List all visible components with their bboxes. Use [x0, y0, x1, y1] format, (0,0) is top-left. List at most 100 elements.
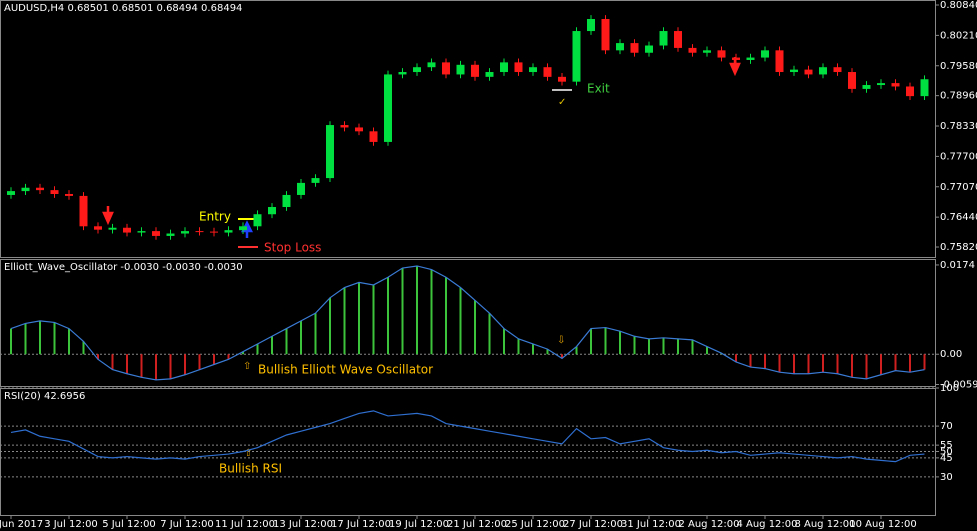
- oscillator-bar: [198, 354, 201, 370]
- x-tick-label: 19 Jul 12:00: [389, 519, 449, 530]
- candle-body: [471, 64, 479, 77]
- oscillator-bar: [677, 338, 679, 355]
- oscillator-bar: [53, 322, 56, 355]
- candle-body: [877, 83, 885, 86]
- y-tick-label: 0.0174: [940, 260, 975, 271]
- oscillator-bar: [213, 354, 215, 365]
- candle-body: [891, 83, 900, 87]
- candle-body: [384, 74, 392, 142]
- oscillator-bar: [836, 354, 839, 374]
- oscillator-bar: [227, 354, 230, 360]
- candle-body: [137, 231, 146, 233]
- oscillator-bar: [590, 328, 592, 355]
- oscillator-bar: [474, 300, 476, 355]
- candle-body: [355, 127, 363, 132]
- candle-body: [790, 69, 798, 73]
- sell-arrow: [102, 206, 114, 226]
- y-tick-label: 55: [940, 440, 953, 451]
- oscillator-bar: [749, 354, 752, 368]
- oscillator-bar: [24, 323, 27, 355]
- x-tick-label: 25 Jul 12:00: [505, 519, 565, 530]
- candle-body: [36, 187, 44, 191]
- x-tick-label: 11 Jul 12:00: [215, 519, 275, 530]
- oscillator-bar: [111, 354, 114, 370]
- oscillator-bar: [706, 346, 708, 355]
- annotation: Exit: [587, 82, 610, 96]
- oscillator-bar: [39, 320, 41, 355]
- candle-body: [572, 31, 581, 82]
- candle-body: [688, 47, 697, 53]
- oscillator-bar: [865, 354, 868, 379]
- candle-body: [94, 226, 102, 230]
- y-tick-label: 0.00: [940, 349, 962, 360]
- oscillator-bar: [532, 343, 534, 355]
- oscillator-bar: [909, 354, 911, 373]
- candle-body: [152, 231, 160, 236]
- oscillator-bar: [372, 284, 375, 355]
- oscillator-bar: [358, 282, 360, 355]
- oscillator-bar: [851, 354, 853, 378]
- osc-signal-arrow: ⇧: [243, 361, 251, 372]
- candle-body: [268, 207, 276, 215]
- candle-body: [630, 43, 639, 53]
- candle-body: [282, 194, 291, 208]
- oscillator-bar: [126, 354, 128, 374]
- candle-body: [674, 31, 682, 48]
- annotation: Bullish Elliott Wave Oscillator: [258, 363, 433, 377]
- oscillator-bar: [242, 351, 244, 355]
- oscillator-bar: [822, 354, 824, 373]
- candle-body: [326, 125, 334, 179]
- oscillator-bar: [271, 336, 273, 355]
- oscillator-bar: [604, 327, 607, 355]
- panel-title: Elliott_Wave_Oscillator -0.0030 -0.0030 …: [4, 262, 243, 273]
- x-tick-label: 29 Jun 2017: [0, 519, 43, 530]
- candle-body: [427, 62, 436, 68]
- candle-body: [340, 125, 349, 128]
- oscillator-bar: [155, 354, 157, 380]
- candle-body: [659, 31, 668, 46]
- candle-body: [906, 86, 914, 97]
- oscillator-bar: [401, 268, 404, 355]
- oscillator-bar: [416, 265, 418, 355]
- candle-body: [123, 227, 131, 233]
- oscillator-bar: [343, 287, 346, 355]
- panel-title: RSI(20) 42.6956: [4, 391, 85, 402]
- x-tick-label: 13 Jul 12:00: [273, 519, 333, 530]
- y-tick-label: 45: [940, 453, 953, 464]
- candle-body: [746, 57, 755, 60]
- oscillator-bar: [648, 338, 650, 355]
- oscillator-bar: [894, 354, 897, 371]
- candle-body: [181, 231, 189, 234]
- oscillator-bar: [488, 313, 491, 355]
- candle-body: [224, 230, 233, 233]
- oscillator-bar: [561, 354, 563, 359]
- osc-signal-arrow: ⇩: [557, 335, 565, 346]
- candle-body: [485, 72, 494, 77]
- oscillator-bar: [140, 354, 143, 378]
- candle-body: [297, 182, 305, 195]
- annotation: Bullish RSI: [219, 462, 282, 476]
- x-tick-label: 27 Jul 12:00: [563, 519, 623, 530]
- candle-body: [558, 76, 566, 82]
- oscillator-bar: [619, 331, 621, 355]
- candle-body: [442, 62, 450, 75]
- candle-body: [50, 190, 59, 194]
- candle-body: [862, 85, 871, 89]
- candle-body: [166, 233, 175, 236]
- oscillator-bar: [923, 354, 926, 370]
- candle-body: [65, 193, 73, 196]
- oscillator-bar: [880, 354, 882, 375]
- oscillator-bar: [300, 320, 302, 355]
- oscillator-bar: [778, 354, 781, 373]
- candle-body: [819, 67, 827, 75]
- oscillator-bar: [807, 354, 810, 374]
- candle-body: [108, 227, 117, 230]
- candle-body: [920, 79, 929, 97]
- oscillator-bar: [546, 349, 549, 355]
- candle-body: [804, 69, 813, 75]
